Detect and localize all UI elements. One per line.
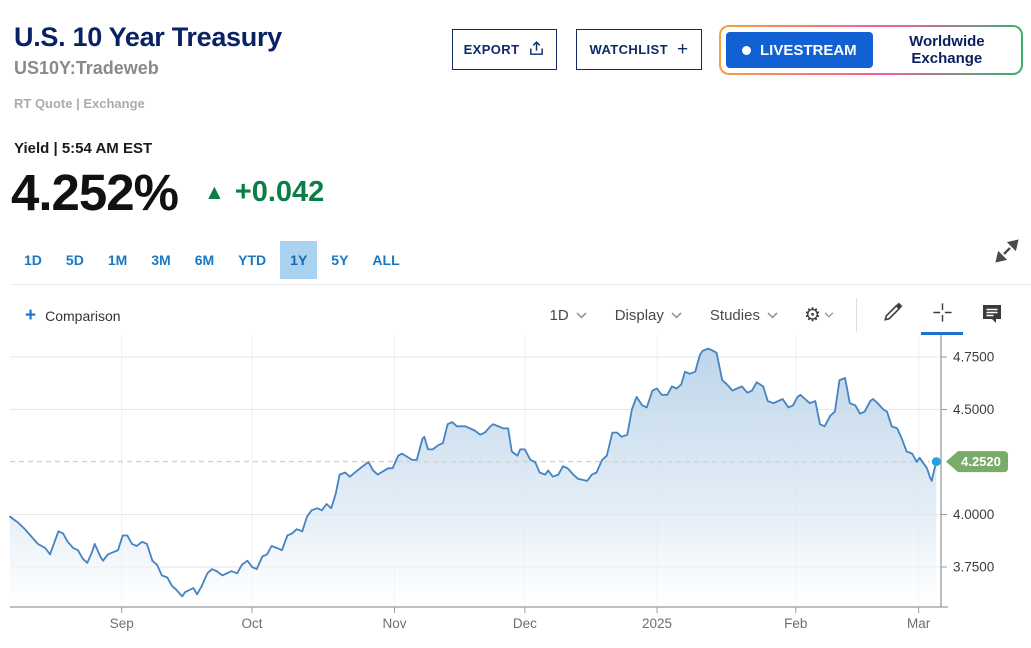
svg-text:2025: 2025	[642, 616, 672, 631]
chevron-down-icon	[824, 312, 834, 318]
plus-icon: +	[25, 305, 37, 326]
range-tab-1y[interactable]: 1Y	[280, 241, 318, 279]
svg-text:Nov: Nov	[382, 616, 406, 631]
chevron-down-icon	[576, 311, 587, 319]
display-dropdown[interactable]: Display	[605, 307, 692, 324]
chevron-down-icon	[671, 311, 682, 319]
export-upload-icon	[528, 40, 545, 60]
change-up-triangle-icon: ▲	[203, 180, 225, 204]
current-value-badge: 4.2520	[961, 454, 1001, 469]
export-button[interactable]: EXPORT	[452, 29, 557, 70]
svg-text:4.0000: 4.0000	[953, 507, 994, 522]
studies-label: Studies	[709, 306, 760, 324]
svg-text:Dec: Dec	[513, 616, 537, 631]
add-comparison-button[interactable]: + Comparison	[25, 306, 121, 325]
pencil-icon	[881, 301, 904, 329]
display-label: Display	[614, 306, 664, 324]
change-value: +0.042	[234, 176, 325, 208]
fullscreen-expand-button[interactable]	[993, 237, 1023, 267]
livestream-button-label: LIVESTREAM	[760, 41, 857, 59]
range-tab-ytd[interactable]: YTD	[238, 252, 267, 268]
range-tab-1m[interactable]: 1M	[107, 252, 128, 268]
tabs-divider	[12, 284, 1031, 285]
crosshair-icon	[931, 301, 954, 329]
range-tab-5d[interactable]: 5D	[65, 252, 84, 268]
svg-text:4.5000: 4.5000	[953, 402, 994, 417]
chart-settings-dropdown[interactable]: ⚙	[796, 304, 842, 327]
range-tab-1d[interactable]: 1D	[24, 252, 42, 268]
svg-text:Mar: Mar	[907, 616, 931, 631]
livestream-promo-inner: LIVESTREAM Worldwide Exchange	[721, 27, 1021, 73]
interval-label: 1D	[549, 306, 569, 324]
gear-icon: ⚙	[803, 304, 821, 326]
svg-text:3.7500: 3.7500	[953, 560, 994, 575]
livestream-button[interactable]: LIVESTREAM	[726, 32, 873, 68]
diagonal-resize-arrows-icon	[993, 239, 1021, 269]
range-tab-3m[interactable]: 3M	[151, 252, 171, 268]
current-yield-value: 4.252%	[11, 164, 179, 221]
yield-timestamp-label: Yield | 5:54 AM EST	[14, 140, 153, 157]
livestream-show-link[interactable]: Worldwide Exchange	[909, 33, 985, 67]
studies-dropdown[interactable]: Studies	[700, 307, 788, 324]
export-button-label: EXPORT	[463, 42, 520, 57]
comparison-label: Comparison	[45, 307, 121, 324]
annotation-tool-button[interactable]	[971, 298, 1013, 332]
interval-dropdown[interactable]: 1D	[540, 307, 597, 324]
toolbar-divider	[856, 298, 857, 332]
watchlist-button-label: WATCHLIST	[589, 42, 668, 57]
svg-text:Feb: Feb	[784, 616, 807, 631]
chart-toolbar: 1D Display Studies ⚙	[540, 296, 1013, 335]
livestream-promo: LIVESTREAM Worldwide Exchange	[719, 25, 1023, 75]
svg-text:4.7500: 4.7500	[953, 350, 994, 365]
price-chart[interactable]: Sep Oct Nov Dec 2025 Feb Mar 4.7500 4.5000 4.0000…	[0, 330, 1031, 648]
price-row: 4.252% ▲ +0.042	[11, 163, 324, 222]
comment-icon	[980, 301, 1004, 330]
svg-text:Sep: Sep	[110, 616, 134, 631]
watchlist-button[interactable]: WATCHLIST +	[576, 29, 702, 70]
instrument-symbol: US10Y:Tradeweb	[14, 58, 159, 78]
draw-tool-button[interactable]	[871, 298, 913, 332]
quote-type-label: RT Quote | Exchange	[14, 96, 145, 111]
range-tab-5y[interactable]: 5Y	[331, 252, 349, 268]
range-tab-all[interactable]: ALL	[372, 252, 400, 268]
page-title: U.S. 10 Year Treasury	[14, 22, 282, 52]
live-dot-icon	[742, 45, 751, 55]
svg-text:Oct: Oct	[242, 616, 263, 631]
crosshair-tool-button[interactable]	[921, 298, 963, 335]
range-tab-6m[interactable]: 6M	[194, 252, 215, 268]
chevron-down-icon	[767, 311, 778, 319]
range-tab-bar: 1D 5D 1M 3M 6M YTD 1Y 5Y ALL	[14, 241, 414, 279]
plus-icon: +	[676, 39, 689, 60]
